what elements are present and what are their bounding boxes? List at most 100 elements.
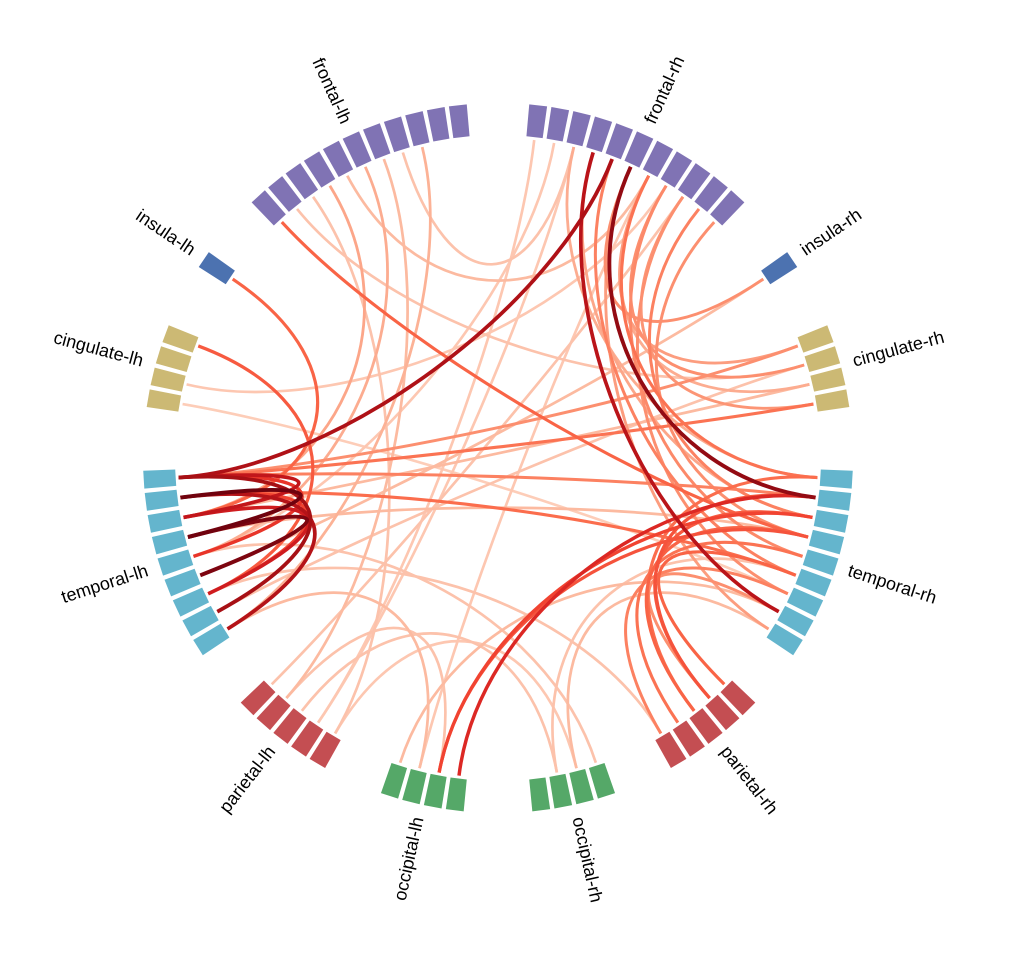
- node-cingulate-lh-0: [162, 325, 199, 353]
- connection: [636, 195, 789, 596]
- node-frontal-rh-6: [642, 140, 674, 178]
- node-frontal-lh-7: [303, 151, 336, 188]
- node-frontal-lh-6: [322, 140, 354, 178]
- connection: [226, 591, 430, 769]
- node-occipital-lh-1: [402, 769, 427, 805]
- node-frontal-rh-1: [546, 107, 570, 142]
- node-temporal-lh-3: [151, 529, 188, 555]
- node-temporal-rh-2: [813, 509, 849, 533]
- group-label-temporal-rh: temporal-rh: [845, 560, 939, 607]
- connection: [226, 146, 432, 631]
- node-insula-lh-0: [198, 252, 235, 285]
- node-parietal-rh-3: [672, 720, 705, 757]
- group-label-insula-lh: insula-lh: [132, 205, 199, 259]
- connection: [619, 175, 810, 394]
- node-temporal-rh-4: [802, 549, 839, 576]
- node-insula-rh-0: [761, 252, 798, 285]
- node-occipital-rh-0: [588, 762, 616, 799]
- connection: [178, 474, 313, 614]
- node-frontal-lh-9: [268, 176, 302, 212]
- node-cingulate-rh-3: [814, 389, 850, 412]
- group-label-temporal-lh: temporal-lh: [59, 560, 151, 607]
- node-frontal-lh-8: [285, 163, 319, 200]
- group-label-cingulate-lh: cingulate-lh: [52, 327, 146, 370]
- connection: [193, 166, 389, 558]
- node-occipital-rh-1: [569, 769, 594, 805]
- node-frontal-lh-10: [251, 190, 286, 226]
- node-frontal-lh-2: [405, 111, 430, 147]
- connection: [317, 146, 576, 724]
- connection: [178, 158, 614, 480]
- group-label-frontal-lh: frontal-lh: [308, 55, 355, 127]
- node-parietal-rh-1: [705, 694, 740, 731]
- node-frontal-rh-7: [660, 151, 693, 188]
- node-temporal-rh-8: [766, 623, 803, 656]
- node-temporal-lh-2: [147, 509, 183, 533]
- node-frontal-lh-5: [342, 131, 372, 168]
- node-temporal-lh-0: [143, 469, 177, 489]
- connection: [178, 344, 799, 480]
- node-temporal-rh-7: [777, 605, 814, 637]
- node-cingulate-rh-1: [804, 346, 841, 372]
- node-temporal-lh-5: [164, 568, 201, 597]
- node-temporal-lh-7: [182, 605, 219, 637]
- connection: [437, 527, 809, 773]
- connection: [285, 626, 447, 773]
- node-occipital-rh-3: [529, 777, 551, 812]
- node-cingulate-lh-2: [150, 367, 186, 392]
- node-cingulate-rh-2: [810, 367, 846, 392]
- node-parietal-rh-2: [689, 708, 723, 744]
- node-temporal-rh-1: [817, 489, 852, 511]
- connection: [398, 580, 780, 764]
- node-parietal-lh-2: [273, 708, 307, 744]
- node-parietal-rh-4: [655, 731, 687, 769]
- node-cingulate-rh-0: [797, 325, 834, 353]
- group-label-cingulate-rh: cingulate-rh: [850, 327, 946, 371]
- connection: [183, 277, 320, 519]
- node-frontal-rh-5: [624, 131, 654, 168]
- node-frontal-rh-2: [566, 111, 591, 147]
- connection: [333, 640, 578, 769]
- connection: [619, 174, 818, 480]
- node-frontal-rh-10: [710, 190, 745, 226]
- connection: [187, 514, 310, 578]
- node-occipital-rh-2: [549, 773, 573, 809]
- connection: [197, 344, 315, 596]
- connection: [457, 494, 816, 776]
- connection: [180, 487, 303, 539]
- node-temporal-lh-6: [172, 587, 210, 617]
- connection: [401, 146, 576, 266]
- connection: [285, 158, 409, 699]
- group-label-insula-rh: insula-rh: [797, 204, 865, 259]
- connection: [178, 402, 814, 480]
- node-frontal-rh-9: [694, 176, 728, 212]
- node-temporal-rh-5: [795, 568, 832, 597]
- connection: [418, 175, 650, 769]
- connection: [300, 632, 559, 773]
- node-temporal-lh-8: [193, 623, 230, 656]
- connection: [193, 142, 556, 558]
- node-temporal-rh-6: [786, 587, 824, 617]
- node-temporal-rh-0: [819, 469, 853, 489]
- node-frontal-lh-1: [426, 107, 450, 142]
- connection: [296, 208, 805, 380]
- node-frontal-rh-8: [677, 163, 711, 200]
- connection: [607, 166, 816, 500]
- node-frontal-rh-3: [586, 116, 613, 153]
- connection: [656, 550, 797, 686]
- node-cingulate-lh-1: [155, 346, 192, 372]
- node-parietal-rh-0: [720, 680, 756, 716]
- group-label-occipital-rh: occipital-rh: [568, 815, 606, 904]
- connection: [180, 492, 317, 631]
- node-frontal-lh-3: [383, 116, 410, 153]
- connection: [566, 591, 770, 769]
- node-frontal-rh-0: [526, 104, 548, 139]
- node-frontal-lh-0: [448, 104, 470, 139]
- node-temporal-lh-1: [144, 489, 179, 511]
- node-temporal-lh-4: [157, 549, 194, 576]
- connection: [178, 473, 301, 520]
- node-temporal-rh-3: [808, 529, 845, 555]
- connection: [647, 572, 780, 700]
- group-label-occipital-lh: occipital-lh: [390, 815, 428, 902]
